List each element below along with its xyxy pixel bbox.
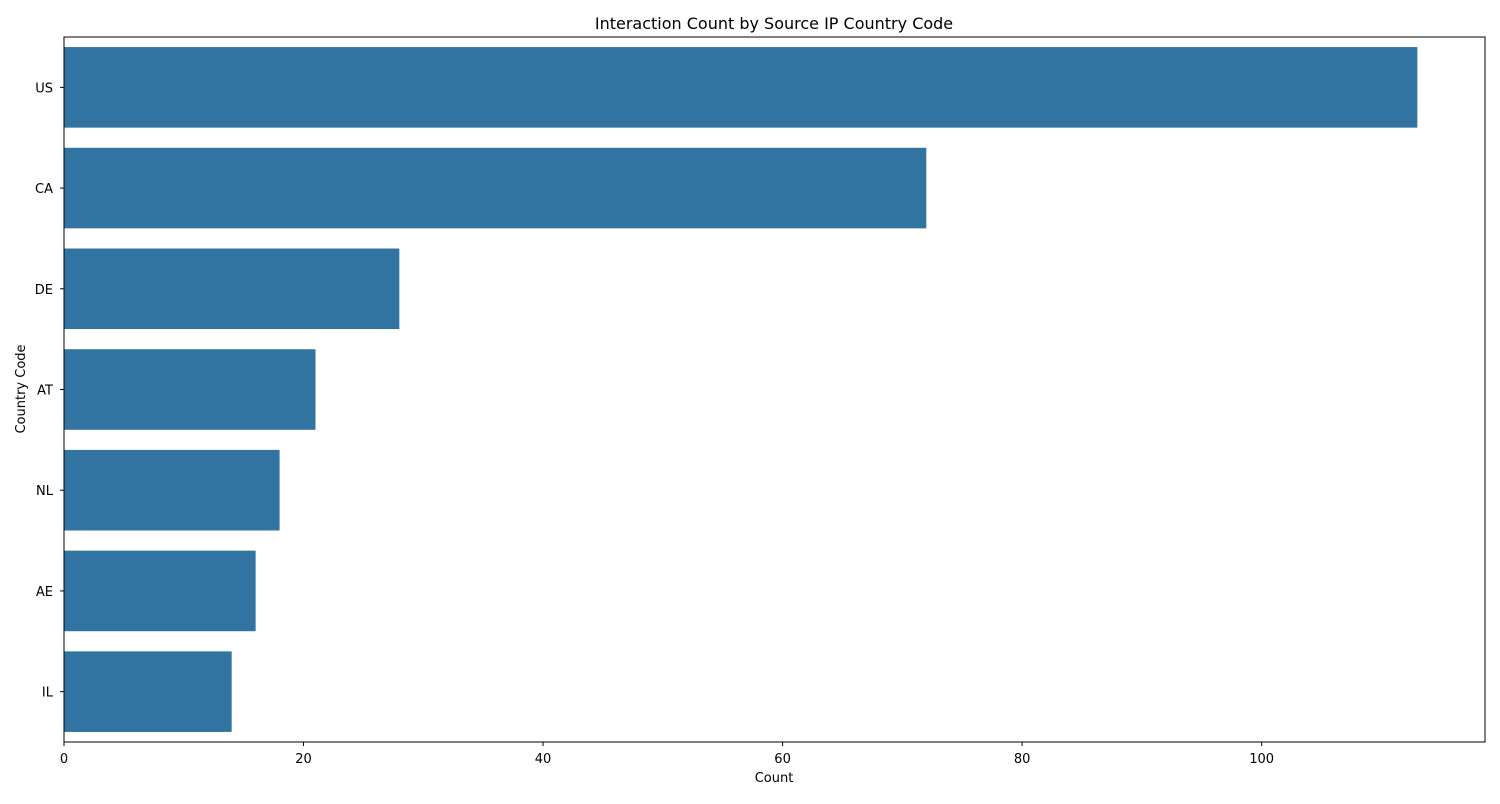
x-axis-label: Count xyxy=(755,771,794,786)
bar-us xyxy=(64,47,1418,128)
y-tick-label-ae: AE xyxy=(36,585,53,600)
y-tick-label-ca: CA xyxy=(35,182,53,197)
y-tick-label-us: US xyxy=(35,81,53,96)
y-tick-label-de: DE xyxy=(35,283,53,298)
bar-de xyxy=(64,248,400,330)
x-tick-label-60: 60 xyxy=(774,752,791,767)
y-tick-label-nl: NL xyxy=(36,484,54,499)
plot-frame xyxy=(63,36,1486,743)
bar-ca xyxy=(64,147,927,229)
chart-title: Interaction Count by Source IP Country C… xyxy=(595,14,953,33)
y-axis-label: Country Code xyxy=(14,344,29,433)
x-tick-label-20: 20 xyxy=(295,752,312,767)
x-tick-label-80: 80 xyxy=(1014,752,1031,767)
y-tick-label-il: IL xyxy=(42,686,54,701)
y-axis-ticks: US CA DE AT NL AE IL xyxy=(35,81,64,701)
bars-group xyxy=(64,47,1418,732)
bar-il xyxy=(64,651,232,732)
bar-at xyxy=(64,349,316,430)
y-tick-label-at: AT xyxy=(37,384,53,399)
bar-nl xyxy=(64,449,280,531)
x-axis-ticks: 0 20 40 60 80 100 xyxy=(60,742,1274,767)
x-tick-label-100: 100 xyxy=(1249,752,1274,767)
bar-ae xyxy=(64,550,256,632)
x-tick-label-0: 0 xyxy=(60,752,68,767)
x-tick-label-40: 40 xyxy=(535,752,552,767)
